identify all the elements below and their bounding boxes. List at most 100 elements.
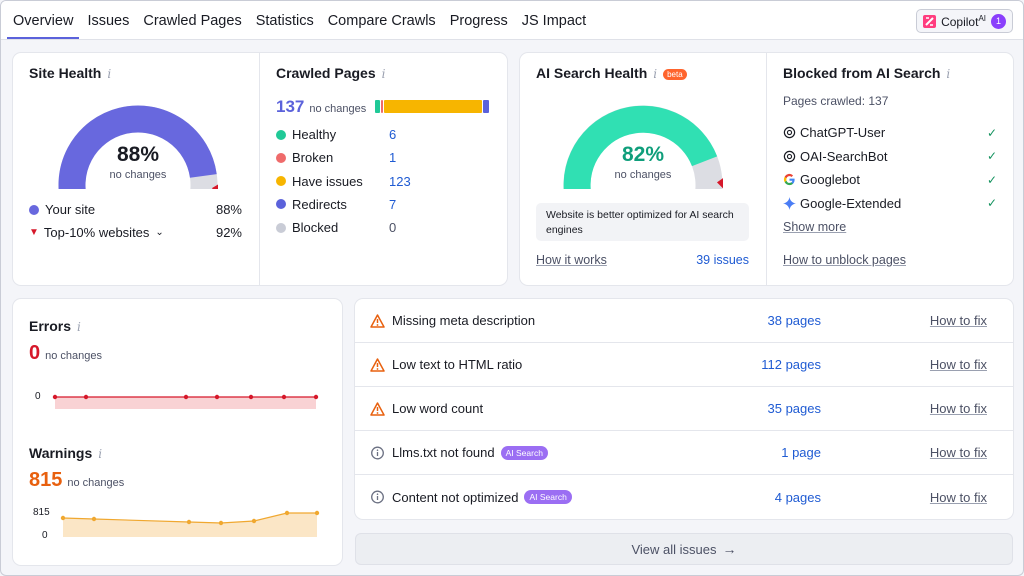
ai-health-sub: no changes [614, 169, 672, 181]
beta-badge: beta [663, 68, 687, 80]
how-to-fix-link[interactable]: How to fix [929, 313, 987, 328]
crawled-item-label: Have issues [292, 173, 363, 189]
your-site-value: 88% [215, 202, 242, 217]
issue-pages-link[interactable]: 4 pages [774, 489, 821, 505]
arrow-right-icon: → [722, 541, 737, 557]
warnings-title: Warnings i [29, 445, 103, 461]
trend-point[interactable] [281, 394, 287, 400]
issues-card: Missing meta description 38 pages How to f… [355, 299, 1013, 519]
crawled-total[interactable]: 137 [276, 97, 305, 116]
top10-marker [211, 184, 218, 189]
issue-label[interactable]: Content not optimized [392, 489, 519, 505]
issue-label[interactable]: Missing meta description [392, 313, 536, 328]
tab-issues[interactable]: Issues [87, 13, 130, 29]
tab-statistics[interactable]: Statistics [255, 13, 314, 29]
bot-name: Googlebot [800, 172, 860, 187]
bot-name: Google-Extended [800, 195, 902, 211]
trend-point[interactable] [91, 516, 97, 522]
warnings-value-row: 815 no changes [29, 469, 124, 492]
top10-marker [716, 178, 723, 189]
trend-point[interactable] [313, 394, 319, 400]
info-icon[interactable]: i [77, 320, 81, 334]
info-icon[interactable]: i [107, 67, 112, 81]
copilot-button[interactable]: CopilotAI 1 [916, 9, 1013, 33]
how-it-works-link[interactable]: How it works [536, 253, 607, 267]
issue-label[interactable]: Llms.txt not found [392, 445, 495, 460]
how-to-fix-link[interactable]: How to fix [929, 445, 987, 460]
trend-point[interactable] [52, 394, 58, 400]
chevron-down-icon[interactable]: ⌄ [155, 227, 164, 238]
trend-point[interactable] [83, 394, 89, 400]
tab-overview[interactable]: Overview [7, 1, 80, 39]
trend-point[interactable] [186, 519, 192, 525]
info-icon[interactable]: i [946, 67, 951, 81]
crawled-item-count[interactable]: 1 [389, 150, 397, 166]
view-all-issues-button[interactable]: View all issues → [355, 533, 1013, 565]
tab-js-impact[interactable]: JS Impact [521, 13, 587, 29]
how-to-unblock-link[interactable]: How to unblock pages [783, 253, 906, 267]
tab-bar: Overview Issues Crawled Pages Statistics… [1, 1, 1023, 40]
issue-pages-link[interactable]: 112 pages [761, 357, 821, 372]
legend-dot [276, 222, 286, 233]
trend-area [63, 513, 317, 537]
crawled-item-count[interactable]: 6 [389, 127, 397, 142]
errors-title: Errors i [29, 318, 81, 334]
bot-name: ChatGPT-User [800, 125, 886, 140]
crawled-item-healthy: Healthy [276, 127, 396, 142]
info-icon[interactable]: i [653, 67, 658, 81]
warning-icon [370, 357, 385, 372]
top10-label[interactable]: Top-10% websites [43, 225, 150, 240]
tab-crawled-pages[interactable]: Crawled Pages [143, 13, 242, 29]
check-icon: ✓ [986, 196, 997, 210]
crawled-item-broken: Broken [276, 150, 396, 165]
trend-point[interactable] [214, 394, 220, 400]
show-more-link[interactable]: Show more [783, 220, 847, 234]
ai-search-badge: AI Search [500, 445, 548, 460]
how-to-fix-link[interactable]: How to fix [929, 357, 987, 372]
errors-warnings-card: Errors i 0 no changes 0 Warnings i 815 no … [13, 299, 342, 565]
info-icon[interactable]: i [381, 67, 386, 81]
errors-value[interactable]: 0 [29, 342, 41, 364]
trend-point[interactable] [60, 515, 66, 521]
bar-segment-broken[interactable] [380, 100, 384, 113]
trend-point[interactable] [218, 520, 224, 526]
ai-issues-link[interactable]: 39 issues [696, 253, 749, 267]
bar-segment-have-issues[interactable] [384, 100, 483, 113]
issue-label[interactable]: Low word count [392, 401, 484, 416]
errors-axis-label: 0 [35, 391, 41, 402]
trend-point[interactable] [183, 394, 189, 400]
crawled-item-count[interactable]: 7 [389, 196, 397, 212]
gemini-icon [783, 196, 796, 210]
how-to-fix-link[interactable]: How to fix [929, 401, 987, 416]
issue-pages-link[interactable]: 38 pages [767, 313, 822, 328]
trend-point[interactable] [284, 510, 290, 516]
copilot-label: CopilotAI [941, 13, 986, 29]
trend-point[interactable] [248, 394, 254, 400]
crawled-item-label: Healthy [292, 127, 337, 142]
warnings-value[interactable]: 815 [29, 469, 63, 491]
crawled-sub: no changes [309, 103, 367, 115]
bot-row: Googlebot ✓ [783, 172, 997, 187]
issue-pages-link[interactable]: 1 page [781, 445, 821, 460]
legend-your-site: Your site 88% [29, 202, 242, 217]
legend-dot [276, 129, 286, 140]
legend-top10: ▼ Top-10% websites ⌄ 92% [29, 225, 242, 240]
issue-pages-link[interactable]: 35 pages [767, 401, 822, 416]
info-icon[interactable]: i [98, 447, 103, 461]
bar-segment-healthy[interactable] [375, 100, 380, 113]
site-health-title: Site Health i [29, 65, 112, 81]
tab-progress[interactable]: Progress [449, 13, 508, 29]
crawled-total-row: 137 no changes [276, 97, 366, 117]
crawled-item-count[interactable]: 123 [389, 173, 411, 189]
how-to-fix-link[interactable]: How to fix [929, 489, 987, 505]
crawled-pages-title: Crawled Pages i [276, 65, 386, 81]
issue-label[interactable]: Low text to HTML ratio [392, 357, 523, 372]
site-health-sub: no changes [109, 169, 167, 181]
blocked-title: Blocked from AI Search i [783, 65, 951, 81]
tab-compare-crawls[interactable]: Compare Crawls [327, 13, 436, 29]
trend-point[interactable] [314, 510, 320, 516]
google-icon [783, 173, 795, 186]
bar-segment-redirects[interactable] [483, 100, 489, 113]
top10-triangle-icon: ▼ [29, 227, 39, 238]
trend-point[interactable] [251, 518, 257, 524]
